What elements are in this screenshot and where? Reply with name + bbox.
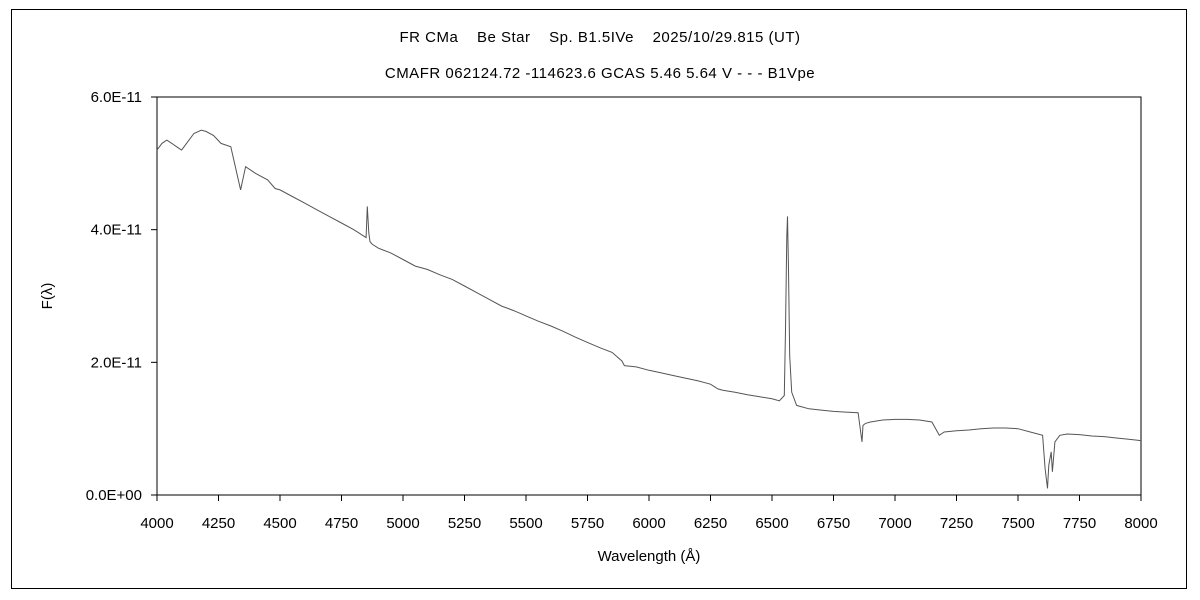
y-tick-label: 6.0E-11: [91, 89, 142, 106]
x-tick-label: 6500: [755, 515, 788, 532]
x-tick-label: 4750: [325, 515, 358, 532]
chart-frame: [11, 9, 1187, 589]
x-axis-label: Wavelength (Å): [598, 548, 701, 565]
x-tick-label: 5750: [571, 515, 604, 532]
x-tick-label: 5000: [386, 515, 419, 532]
x-tick-label: 5500: [509, 515, 542, 532]
y-tick-label: 0.0E+00: [86, 487, 142, 504]
x-tick-label: 6250: [694, 515, 727, 532]
x-tick-label: 6000: [632, 515, 665, 532]
y-tick-label: 4.0E-11: [91, 222, 142, 239]
plot-area: [156, 96, 1142, 496]
x-tick-label: 8000: [1124, 515, 1157, 532]
x-tick-label: 6750: [817, 515, 850, 532]
x-tick-label: 5250: [448, 515, 481, 532]
x-tick-label: 4000: [140, 515, 173, 532]
chart-subtitle: CMAFR 062124.72 -114623.6 GCAS 5.46 5.64…: [384, 65, 816, 82]
y-tick-label: 2.0E-11: [91, 354, 142, 371]
x-tick-label: 7750: [1063, 515, 1096, 532]
y-axis-label: F(λ): [39, 283, 56, 310]
x-tick-label: 4500: [263, 515, 296, 532]
x-tick-label: 7500: [1001, 515, 1034, 532]
y-axis-ticks: 0.0E+00 2.0E-11 4.0E-11 6.0E-11: [86, 89, 157, 504]
x-tick-label: 4250: [202, 515, 235, 532]
x-axis-ticks: 4000 4250 4500 4750 5000 5250 5500 5750 6000 6250…: [140, 495, 1158, 532]
spectrum-line: [156, 129, 1142, 489]
x-tick-label: 7000: [878, 515, 911, 532]
x-tick-label: 7250: [940, 515, 973, 532]
chart-title: FR CMa Be Star Sp. B1.5IVe 2025/10/29.81…: [399, 29, 801, 46]
